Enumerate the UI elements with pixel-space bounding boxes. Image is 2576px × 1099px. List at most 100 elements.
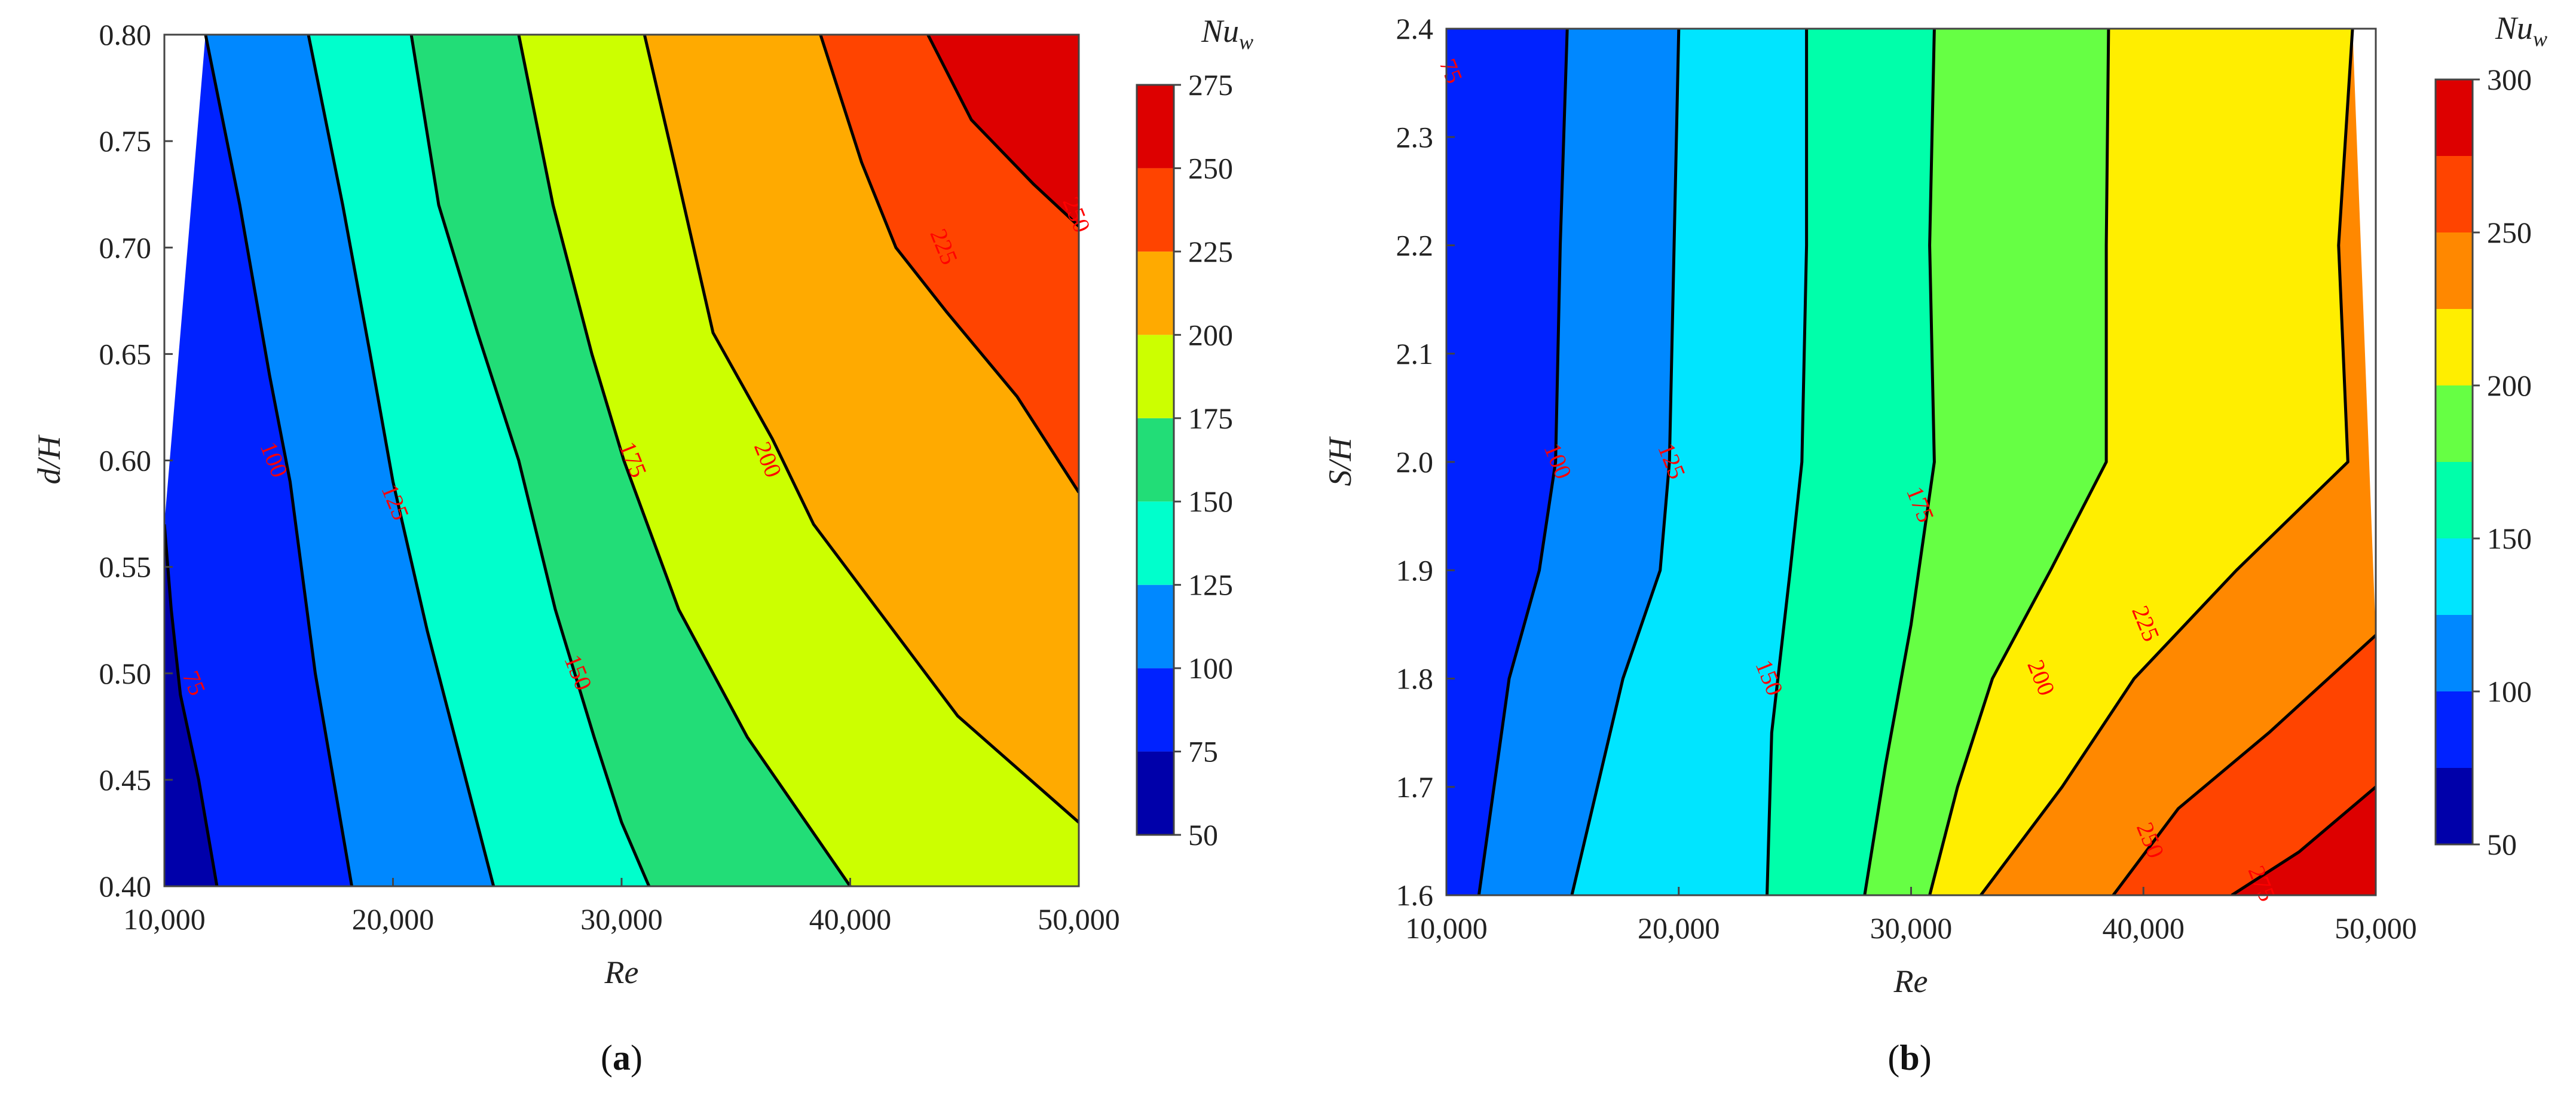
colorbar-tick-label: 125 — [1188, 568, 1233, 602]
colorbar-swatch — [1137, 168, 1174, 252]
contour-line — [926, 35, 1079, 228]
panel-a: 75 100 125 150 175 200 225 250 10,000 20,000 30,0… — [31, 13, 1253, 1077]
colorbar-tick-label: 150 — [2487, 522, 2532, 555]
y-tick-label: 0.60 — [99, 444, 152, 477]
y-tick-label: 0.80 — [99, 18, 152, 51]
colorbar-tick-label: 100 — [2487, 675, 2532, 708]
panel-a-y-axis-label: d/H — [31, 434, 67, 484]
panel-b-colorbar-label: Nuw — [2495, 10, 2547, 51]
contour-line — [643, 35, 1079, 824]
contour-band — [2231, 786, 2376, 895]
colorbar-swatch — [2436, 538, 2473, 615]
contour-line — [164, 524, 219, 886]
contour-line — [204, 35, 354, 886]
panel-b-y-ticks: 1.6 1.7 1.8 1.9 2.0 2.1 2.2 2.3 2.4 — [1396, 12, 1455, 912]
panel-b-label: (b) — [1887, 1038, 1931, 1077]
panel-a-label: (a) — [601, 1038, 643, 1077]
colorbar-frame — [1136, 84, 1175, 836]
colorbar-swatch — [2436, 232, 2473, 309]
x-tick-label: 40,000 — [809, 902, 892, 936]
panel-b-y-axis-label: S/H — [1322, 436, 1358, 486]
colorbar-tick-label: 200 — [1188, 318, 1233, 351]
colorbar-swatch — [1137, 85, 1174, 169]
contour-band — [1981, 29, 2376, 895]
y-tick-label: 2.1 — [1396, 337, 1434, 371]
colorbar-tick-label: 225 — [1188, 235, 1233, 268]
contour-line — [1477, 29, 1569, 895]
contour-band — [205, 35, 494, 886]
contour-line — [2231, 785, 2376, 895]
colorbar-swatch — [1137, 418, 1174, 502]
y-tick-label: 1.7 — [1396, 770, 1434, 804]
contour-line — [819, 35, 1079, 494]
colorbar-frame — [2434, 78, 2474, 846]
contour-band — [1929, 29, 2353, 895]
y-tick-label: 0.55 — [99, 550, 152, 584]
colorbar-swatch — [1137, 335, 1174, 418]
x-tick-label: 30,000 — [580, 902, 663, 936]
y-tick-label: 2.0 — [1396, 445, 1434, 479]
colorbar-tick-label: 175 — [1188, 402, 1233, 435]
panel-a-x-ticks: 10,000 20,000 30,000 40,000 50,000 — [123, 878, 1120, 936]
contour-band — [1767, 29, 1935, 895]
contour-line — [307, 35, 495, 886]
panel-b-colorbar: 50 100 150 200 250 300 — [2434, 63, 2532, 861]
y-tick-label: 1.8 — [1396, 662, 1434, 696]
colorbar-swatch — [2436, 79, 2473, 156]
colorbar-tick-label: 250 — [2487, 216, 2532, 249]
colorbar-tick-label: 50 — [2487, 828, 2517, 861]
colorbar-tick-label: 275 — [1188, 68, 1233, 102]
x-tick-label: 30,000 — [1870, 911, 1953, 945]
y-tick-label: 1.9 — [1396, 553, 1434, 587]
panel-b-x-ticks: 10,000 20,000 30,000 40,000 50,000 — [1405, 887, 2417, 945]
y-tick-label: 0.75 — [99, 124, 152, 158]
panel-a-x-axis-label: Re — [604, 954, 639, 990]
y-tick-label: 2.4 — [1396, 12, 1434, 45]
contour-band — [1864, 29, 2109, 895]
x-tick-label: 20,000 — [1638, 911, 1720, 945]
contour-line — [2112, 634, 2376, 895]
x-tick-label: 50,000 — [1038, 902, 1120, 936]
contour-band — [411, 35, 850, 886]
x-tick-label: 10,000 — [1405, 911, 1488, 945]
colorbar-tick-label: 75 — [1188, 735, 1218, 769]
colorbar-swatch — [1137, 668, 1174, 752]
contour-band — [164, 35, 352, 886]
colorbar-tick-label: 200 — [2487, 369, 2532, 402]
contour-band — [928, 35, 1079, 226]
contour-line — [1863, 29, 1936, 895]
x-tick-label: 40,000 — [2103, 911, 2185, 945]
colorbar-swatch — [2436, 385, 2473, 462]
panel-a-colorbar: 50 75 100 125 150 175 200 225 250 275 — [1136, 68, 1233, 852]
colorbar-swatch — [1137, 251, 1174, 335]
colorbar-swatch — [1137, 584, 1174, 669]
contour-band — [308, 35, 649, 886]
y-tick-label: 0.50 — [99, 657, 152, 690]
contour-line — [409, 35, 651, 886]
colorbar-tick-label: 100 — [1188, 651, 1233, 685]
y-tick-label: 0.70 — [99, 231, 152, 264]
x-tick-label: 50,000 — [2335, 911, 2417, 945]
contour-band — [820, 35, 1079, 492]
panel-b-x-axis-label: Re — [1893, 963, 1928, 999]
contour-line — [1928, 29, 2110, 895]
colorbar-tick-label: 300 — [2487, 63, 2532, 96]
colorbar-tick-label: 250 — [1188, 151, 1233, 185]
y-tick-label: 0.45 — [99, 763, 152, 797]
panel-b-field — [1446, 29, 2376, 895]
colorbar-swatch — [2436, 768, 2473, 844]
contour-band — [1446, 29, 1568, 895]
contour-band — [1479, 29, 1679, 895]
colorbar-tick-label: 50 — [1188, 818, 1218, 852]
colorbar-tick-label: 150 — [1188, 485, 1233, 518]
colorbar-swatch — [2436, 615, 2473, 691]
y-tick-label: 0.40 — [99, 870, 152, 903]
colorbar-swatch — [2436, 309, 2473, 385]
y-tick-label: 0.65 — [99, 337, 152, 371]
contour-line — [1766, 29, 1809, 895]
panel-a-contours — [164, 35, 1079, 886]
contour-band — [2113, 635, 2376, 895]
contour-band — [644, 35, 1079, 823]
